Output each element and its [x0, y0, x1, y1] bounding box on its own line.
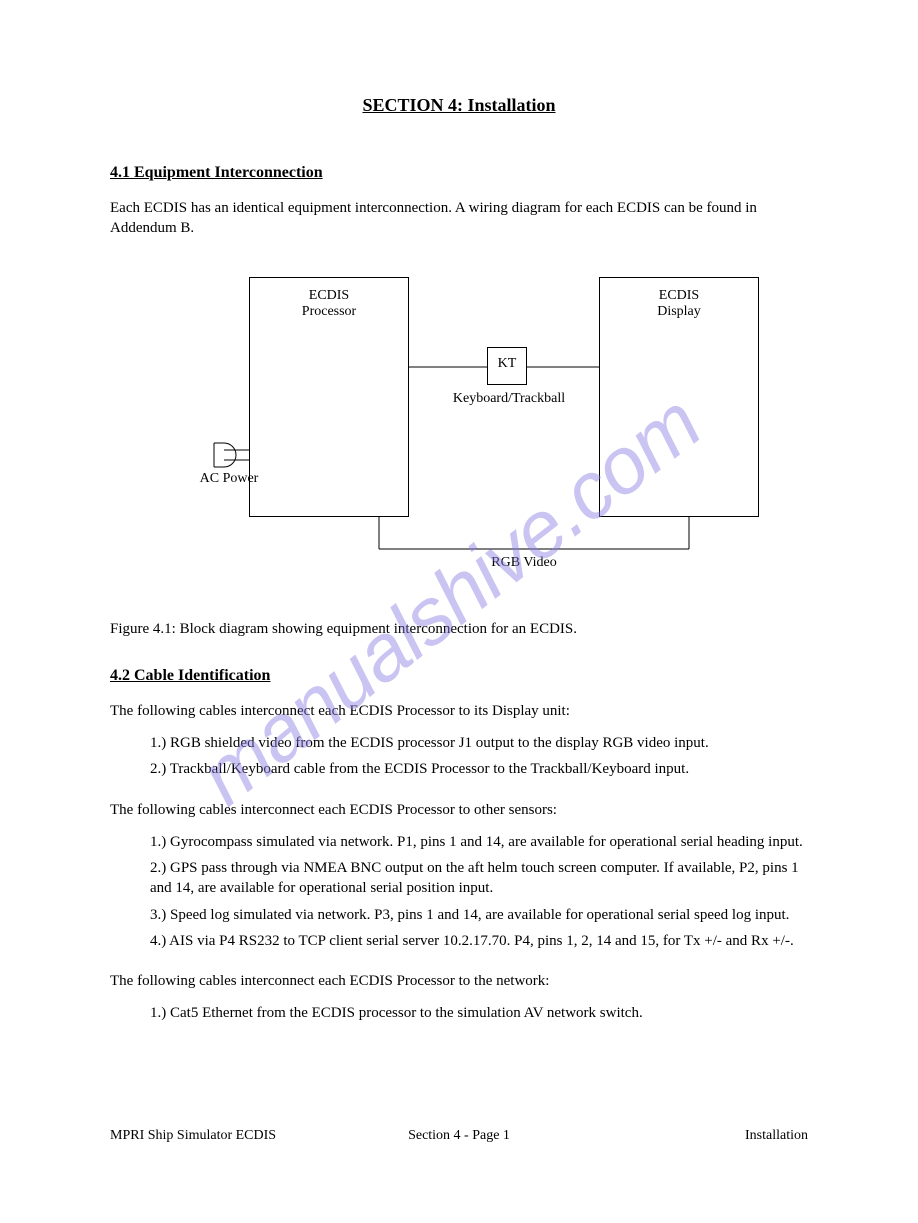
rgb-label: RGB Video — [474, 555, 574, 571]
list2-item3: 3.) Speed log simulated via network. P3,… — [150, 905, 808, 925]
list1-item2: 2.) Trackball/Keyboard cable from the EC… — [150, 759, 808, 779]
list2-item4: 4.) AIS via P4 RS232 to TCP client seria… — [150, 931, 808, 951]
box-right-line2: Display — [600, 304, 758, 320]
ecdis-processor-box: ECDIS Processor — [249, 277, 409, 517]
box-left-line1: ECDIS — [250, 288, 408, 304]
box-left-line2: Processor — [250, 304, 408, 320]
list3-item1: 1.) Cat5 Ethernet from the ECDIS process… — [150, 1003, 808, 1023]
kt-label: Keyboard/Trackball — [439, 391, 579, 407]
figure-caption: Figure 4.1: Block diagram showing equipm… — [110, 619, 808, 639]
ac-power-label: AC Power — [189, 471, 269, 487]
list1-item1: 1.) RGB shielded video from the ECDIS pr… — [150, 733, 808, 753]
block-diagram: ECDIS Processor KT ECDIS Display Keyboar… — [119, 259, 799, 609]
page-title: SECTION 4: Installation — [110, 95, 808, 116]
section-4-1-heading: 4.1 Equipment Interconnection — [110, 164, 808, 182]
section-4-2-intro1: The following cables interconnect each E… — [110, 701, 808, 721]
list2-item1: 1.) Gyrocompass simulated via network. P… — [150, 832, 808, 852]
section-4-2-intro2: The following cables interconnect each E… — [110, 800, 808, 820]
footer-right: Installation — [745, 1128, 808, 1144]
section-4-1-para: Each ECDIS has an identical equipment in… — [110, 198, 808, 239]
ecdis-display-box: ECDIS Display — [599, 277, 759, 517]
box-right-line1: ECDIS — [600, 288, 758, 304]
page-content: SECTION 4: Installation 4.1 Equipment In… — [0, 0, 918, 1024]
box-small-line1: KT — [488, 356, 526, 372]
section-4-2-heading: 4.2 Cable Identification — [110, 667, 808, 685]
list2-item2: 2.) GPS pass through via NMEA BNC output… — [150, 858, 808, 899]
kt-box: KT — [487, 347, 527, 385]
section-4-2-intro3: The following cables interconnect each E… — [110, 971, 808, 991]
